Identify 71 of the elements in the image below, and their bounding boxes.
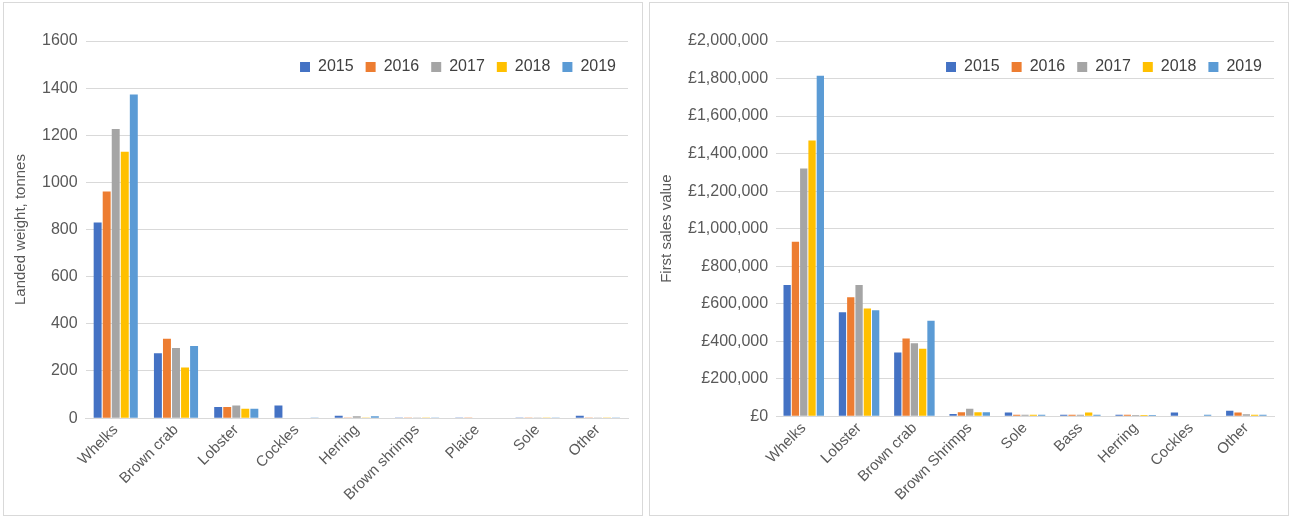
legend-label: 2016 [383,57,420,75]
bar [241,408,250,418]
y-tick-label: £1,200,000 [688,181,769,199]
x-tick-label: Sole [996,418,1031,453]
bar [847,297,855,416]
x-tick-label: Sole [509,420,543,454]
bar [783,284,791,416]
bar [1234,412,1242,416]
bar [800,168,808,416]
bar [274,405,283,418]
bar [102,191,111,418]
legend-label: 2016 [1029,57,1066,75]
bar [214,407,223,418]
bar [902,338,910,416]
legend-label: 2015 [318,57,354,75]
y-tick-label: 1400 [42,78,78,96]
y-tick-label: 200 [50,361,78,379]
bar [111,128,120,418]
y-tick-label: £2,000,000 [688,31,769,49]
bar [966,408,974,416]
y-tick-label: £1,000,000 [688,219,769,237]
bar [816,75,824,416]
bar [863,308,872,416]
y-tick-label: £400,000 [701,331,769,349]
bar [181,367,190,418]
y-tick-label: £1,400,000 [688,144,769,162]
y-axis-title: First sales value [657,174,675,283]
y-tick-label: 1000 [42,172,78,190]
legend-label: 2018 [514,57,551,75]
legend-label: 2017 [449,57,485,75]
bar [129,94,138,418]
bar [808,140,816,416]
y-tick-label: 600 [50,267,78,285]
bar [855,284,863,416]
y-tick-label: £600,000 [701,294,769,312]
bar [223,407,232,418]
y-tick-label: 400 [50,314,78,332]
y-tick-label: 1600 [42,31,78,49]
bar [927,320,935,416]
bar [791,241,800,416]
legend-label: 2019 [1226,57,1263,75]
bar [1226,410,1234,416]
legend-label: 2015 [964,57,1000,75]
legend-label: 2018 [1160,57,1197,75]
bar [957,412,966,416]
y-tick-label: £1,800,000 [688,68,769,86]
bar [982,412,990,416]
y-tick-label: £0 [750,406,769,424]
bar [120,151,129,418]
legend-label: 2017 [1095,57,1131,75]
bar [910,343,919,416]
bar [974,412,982,416]
bar [919,348,927,416]
bar [894,352,902,416]
legend-label: 2019 [580,57,617,75]
bar [838,312,847,416]
bar [250,408,259,418]
bar [190,346,199,418]
y-tick-label: 800 [50,219,78,237]
y-tick-label: £800,000 [701,256,769,274]
y-tick-label: 1200 [42,125,78,143]
bar [93,222,102,418]
bar [872,310,880,416]
bar [153,353,162,418]
y-tick-label: £200,000 [701,369,769,387]
y-tick-label: £1,600,000 [688,106,769,124]
y-axis-title: Landed weight, tonnes [11,154,29,306]
y-tick-label: 0 [68,408,78,426]
bar [232,405,241,418]
bar [162,338,171,418]
bar [172,347,180,418]
